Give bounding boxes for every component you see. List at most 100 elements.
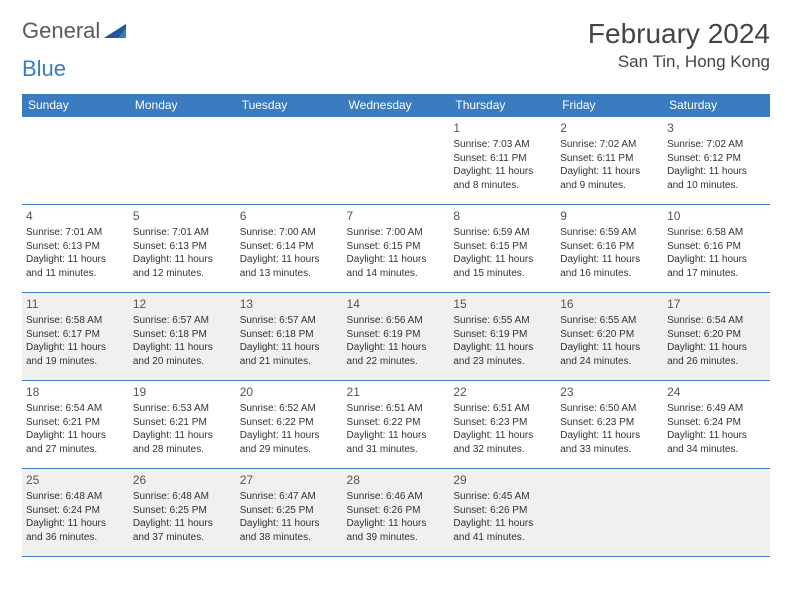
day-number: 1 xyxy=(453,120,552,136)
sunset-text: Sunset: 6:17 PM xyxy=(26,328,125,342)
weekday-header: Wednesday xyxy=(343,94,450,117)
daylight-text: and 15 minutes. xyxy=(453,267,552,281)
calendar-empty-cell xyxy=(129,117,236,205)
sunrise-text: Sunrise: 6:57 AM xyxy=(133,314,232,328)
daylight-text: and 38 minutes. xyxy=(240,531,339,545)
daylight-text: Daylight: 11 hours xyxy=(26,253,125,267)
calendar-day-cell: 25Sunrise: 6:48 AMSunset: 6:24 PMDayligh… xyxy=(22,469,129,557)
day-number: 19 xyxy=(133,384,232,400)
sunrise-text: Sunrise: 6:51 AM xyxy=(453,402,552,416)
sunrise-text: Sunrise: 6:54 AM xyxy=(667,314,766,328)
daylight-text: Daylight: 11 hours xyxy=(560,341,659,355)
sunset-text: Sunset: 6:13 PM xyxy=(133,240,232,254)
sunset-text: Sunset: 6:26 PM xyxy=(453,504,552,518)
calendar-empty-cell xyxy=(22,117,129,205)
calendar-day-cell: 29Sunrise: 6:45 AMSunset: 6:26 PMDayligh… xyxy=(449,469,556,557)
day-number: 12 xyxy=(133,296,232,312)
daylight-text: Daylight: 11 hours xyxy=(560,429,659,443)
daylight-text: Daylight: 11 hours xyxy=(453,341,552,355)
calendar-day-cell: 5Sunrise: 7:01 AMSunset: 6:13 PMDaylight… xyxy=(129,205,236,293)
sunset-text: Sunset: 6:25 PM xyxy=(240,504,339,518)
weekday-header: Saturday xyxy=(663,94,770,117)
day-number: 2 xyxy=(560,120,659,136)
sunrise-text: Sunrise: 7:02 AM xyxy=(667,138,766,152)
calendar-day-cell: 22Sunrise: 6:51 AMSunset: 6:23 PMDayligh… xyxy=(449,381,556,469)
calendar-day-cell: 10Sunrise: 6:58 AMSunset: 6:16 PMDayligh… xyxy=(663,205,770,293)
daylight-text: and 8 minutes. xyxy=(453,179,552,193)
day-number: 22 xyxy=(453,384,552,400)
daylight-text: Daylight: 11 hours xyxy=(453,253,552,267)
sunset-text: Sunset: 6:11 PM xyxy=(560,152,659,166)
daylight-text: and 19 minutes. xyxy=(26,355,125,369)
calendar-week-row: 1Sunrise: 7:03 AMSunset: 6:11 PMDaylight… xyxy=(22,117,770,205)
sunrise-text: Sunrise: 6:52 AM xyxy=(240,402,339,416)
calendar-day-cell: 8Sunrise: 6:59 AMSunset: 6:15 PMDaylight… xyxy=(449,205,556,293)
calendar-day-cell: 13Sunrise: 6:57 AMSunset: 6:18 PMDayligh… xyxy=(236,293,343,381)
daylight-text: Daylight: 11 hours xyxy=(453,429,552,443)
calendar-empty-cell xyxy=(663,469,770,557)
daylight-text: Daylight: 11 hours xyxy=(453,165,552,179)
day-number: 7 xyxy=(347,208,446,224)
day-number: 11 xyxy=(26,296,125,312)
day-number: 3 xyxy=(667,120,766,136)
location: San Tin, Hong Kong xyxy=(588,52,770,72)
calendar-day-cell: 14Sunrise: 6:56 AMSunset: 6:19 PMDayligh… xyxy=(343,293,450,381)
sunrise-text: Sunrise: 6:55 AM xyxy=(453,314,552,328)
calendar-day-cell: 12Sunrise: 6:57 AMSunset: 6:18 PMDayligh… xyxy=(129,293,236,381)
title-block: February 2024 San Tin, Hong Kong xyxy=(588,18,770,72)
sunset-text: Sunset: 6:16 PM xyxy=(560,240,659,254)
sunset-text: Sunset: 6:24 PM xyxy=(26,504,125,518)
calendar-day-cell: 9Sunrise: 6:59 AMSunset: 6:16 PMDaylight… xyxy=(556,205,663,293)
calendar-week-row: 25Sunrise: 6:48 AMSunset: 6:24 PMDayligh… xyxy=(22,469,770,557)
sunset-text: Sunset: 6:12 PM xyxy=(667,152,766,166)
daylight-text: and 39 minutes. xyxy=(347,531,446,545)
sunset-text: Sunset: 6:11 PM xyxy=(453,152,552,166)
sunset-text: Sunset: 6:22 PM xyxy=(347,416,446,430)
daylight-text: Daylight: 11 hours xyxy=(560,253,659,267)
daylight-text: and 16 minutes. xyxy=(560,267,659,281)
day-number: 20 xyxy=(240,384,339,400)
day-number: 26 xyxy=(133,472,232,488)
sunset-text: Sunset: 6:20 PM xyxy=(667,328,766,342)
sunrise-text: Sunrise: 6:45 AM xyxy=(453,490,552,504)
calendar-empty-cell xyxy=(556,469,663,557)
calendar-day-cell: 1 Sunrise: 7:03 AMSunset: 6:11 PMDaylight… xyxy=(449,117,556,205)
daylight-text: and 10 minutes. xyxy=(667,179,766,193)
sunrise-text: Sunrise: 6:59 AM xyxy=(453,226,552,240)
day-number: 27 xyxy=(240,472,339,488)
weekday-header: Sunday xyxy=(22,94,129,117)
sunrise-text: Sunrise: 7:01 AM xyxy=(26,226,125,240)
sunset-text: Sunset: 6:21 PM xyxy=(26,416,125,430)
sunrise-text: Sunrise: 6:58 AM xyxy=(667,226,766,240)
daylight-text: and 9 minutes. xyxy=(560,179,659,193)
daylight-text: Daylight: 11 hours xyxy=(240,341,339,355)
daylight-text: and 11 minutes. xyxy=(26,267,125,281)
daylight-text: Daylight: 11 hours xyxy=(133,517,232,531)
sunset-text: Sunset: 6:16 PM xyxy=(667,240,766,254)
sunrise-text: Sunrise: 6:57 AM xyxy=(240,314,339,328)
daylight-text: Daylight: 11 hours xyxy=(347,517,446,531)
calendar-body: 1Sunrise: 7:03 AMSunset: 6:11 PMDaylight… xyxy=(22,117,770,557)
sunset-text: Sunset: 6:19 PM xyxy=(347,328,446,342)
daylight-text: Daylight: 11 hours xyxy=(667,165,766,179)
day-number: 14 xyxy=(347,296,446,312)
calendar-day-cell: 15Sunrise: 6:55 AMSunset: 6:19 PMDayligh… xyxy=(449,293,556,381)
triangle-icon xyxy=(104,18,126,44)
daylight-text: Daylight: 11 hours xyxy=(133,341,232,355)
daylight-text: Daylight: 11 hours xyxy=(26,429,125,443)
daylight-text: Daylight: 11 hours xyxy=(133,429,232,443)
sunrise-text: Sunrise: 6:48 AM xyxy=(26,490,125,504)
day-number: 28 xyxy=(347,472,446,488)
sunrise-text: Sunrise: 6:58 AM xyxy=(26,314,125,328)
daylight-text: and 32 minutes. xyxy=(453,443,552,457)
daylight-text: and 34 minutes. xyxy=(667,443,766,457)
sunrise-text: Sunrise: 6:50 AM xyxy=(560,402,659,416)
daylight-text: Daylight: 11 hours xyxy=(240,253,339,267)
sunrise-text: Sunrise: 7:03 AM xyxy=(453,138,552,152)
calendar-day-cell: 17Sunrise: 6:54 AMSunset: 6:20 PMDayligh… xyxy=(663,293,770,381)
day-number: 6 xyxy=(240,208,339,224)
calendar-day-cell: 28Sunrise: 6:46 AMSunset: 6:26 PMDayligh… xyxy=(343,469,450,557)
daylight-text: Daylight: 11 hours xyxy=(560,165,659,179)
sunrise-text: Sunrise: 6:53 AM xyxy=(133,402,232,416)
day-number: 18 xyxy=(26,384,125,400)
